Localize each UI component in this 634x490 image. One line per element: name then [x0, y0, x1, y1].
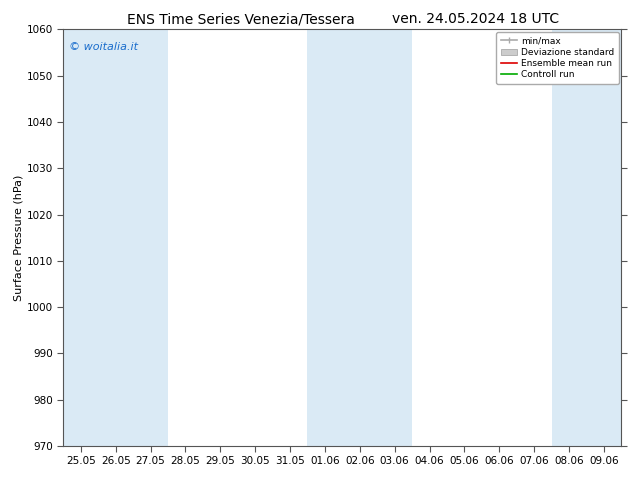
Y-axis label: Surface Pressure (hPa): Surface Pressure (hPa)	[14, 174, 24, 301]
Text: ENS Time Series Venezia/Tessera: ENS Time Series Venezia/Tessera	[127, 12, 355, 26]
Bar	[377, 29, 412, 446]
Bar	[133, 29, 168, 446]
Bar	[552, 29, 621, 446]
Text: © woitalia.it: © woitalia.it	[69, 42, 138, 52]
Bar	[307, 29, 377, 446]
Legend: min/max, Deviazione standard, Ensemble mean run, Controll run: min/max, Deviazione standard, Ensemble m…	[496, 32, 619, 84]
Text: ven. 24.05.2024 18 UTC: ven. 24.05.2024 18 UTC	[392, 12, 559, 26]
Bar	[63, 29, 133, 446]
